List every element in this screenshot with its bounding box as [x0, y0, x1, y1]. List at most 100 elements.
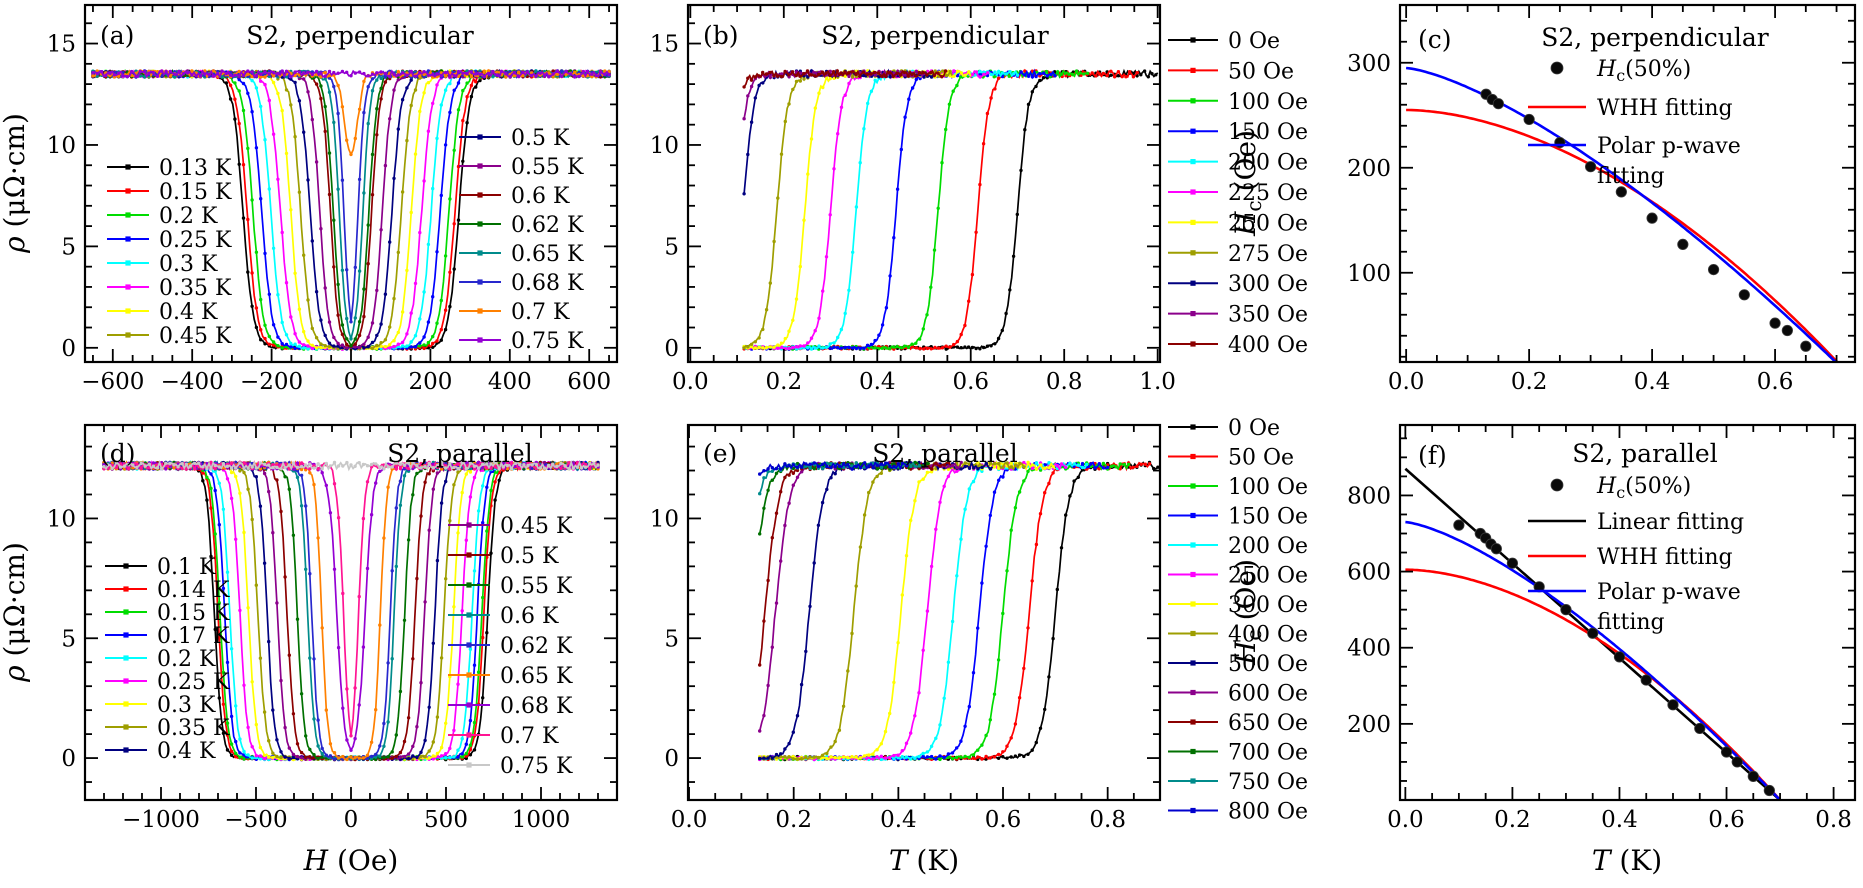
curve-markers: [758, 460, 1055, 761]
y-tick-label: 400: [1347, 636, 1391, 662]
curve-markers: [742, 69, 948, 89]
legend-marker: [466, 612, 472, 618]
curve: [759, 460, 994, 760]
legend-marker: [1190, 512, 1196, 519]
legend-label: 0.55 K: [511, 155, 584, 180]
curve-markers: [742, 69, 1139, 351]
legend-label: 250 Oe: [1228, 564, 1308, 589]
data-point: [1453, 519, 1465, 531]
legend-label: 0.55 K: [500, 574, 573, 599]
legend-label-line2: fitting: [1597, 164, 1665, 189]
legend-label: 0.1 K: [157, 555, 216, 580]
legend-label: 225 Oe: [1228, 181, 1308, 206]
data-point: [1800, 340, 1812, 352]
y-tick-label: 15: [650, 32, 679, 58]
legend-marker: [1190, 219, 1196, 225]
legend-label: 0.3 K: [159, 252, 218, 277]
legend-marker: [466, 642, 472, 648]
curve: [758, 461, 952, 666]
x-tick-label: 0.0: [1387, 807, 1424, 833]
x-tick-label: 0.2: [1511, 369, 1548, 395]
legend-label: 50 Oe: [1228, 446, 1294, 471]
legend-marker: [1190, 67, 1196, 73]
curve-markers: [758, 460, 1068, 762]
data-point: [1731, 756, 1743, 768]
x-tick-label: 400: [488, 369, 532, 395]
x-tick-label: 0: [344, 369, 359, 395]
ticks: [85, 5, 617, 362]
y-axis-title: ρ (μΩ·cm): [0, 542, 31, 683]
legend-marker: [477, 279, 483, 285]
curve-markers: [758, 460, 1160, 762]
legend-label: 0.65 K: [511, 242, 584, 267]
x-tick-label: −1000: [122, 807, 200, 833]
legend-label: 0.75 K: [500, 754, 573, 779]
legend-marker: [125, 332, 131, 338]
legend-label: Hc(50%): [1596, 57, 1691, 85]
curve-markers: [742, 69, 1020, 351]
legend-marker: [123, 586, 129, 592]
legend-marker: [1190, 601, 1196, 607]
legend-label: 0.35 K: [159, 276, 232, 301]
panel-d-plot: [102, 459, 600, 762]
data-point: [1763, 784, 1775, 797]
legend-label: 0.7 K: [511, 300, 570, 325]
legend-marker: [1190, 280, 1196, 286]
legend-label: 0 Oe: [1228, 416, 1280, 441]
panel-e-plot: [758, 460, 1160, 762]
data-point: [1506, 557, 1519, 569]
legend-label: 0.6 K: [500, 604, 559, 629]
panel-title: S2, perpendicular: [246, 21, 474, 50]
y-tick-label: 0: [61, 336, 76, 362]
legend-marker: [1190, 250, 1196, 256]
legend-label: 400 Oe: [1228, 333, 1308, 358]
legend-marker: [123, 701, 129, 707]
data-point: [1640, 674, 1652, 686]
panel-d: −1000 −500 0 500 1000 0 5 10 (d) S2, parallel ρ (μ…: [0, 423, 619, 877]
legend-marker: [477, 250, 483, 256]
data-point: [1707, 263, 1720, 276]
legend-label: 200 Oe: [1228, 534, 1308, 559]
fit-legend: Hc(50%) WHH fitting Polar p-wave fitting: [1528, 57, 1741, 189]
y-axis-title: Hc (Oe): [1229, 559, 1266, 666]
panel-title: S2, perpendicular: [821, 21, 1049, 50]
y-tick-label: 15: [47, 32, 76, 58]
curve: [759, 460, 1056, 761]
legend-label: Hc(50%): [1596, 474, 1691, 502]
panel-title: S2, parallel: [387, 439, 532, 468]
legend-label: Polar p-wave: [1597, 134, 1741, 159]
x-tick-label: 200: [408, 369, 452, 395]
y-tick-label: 600: [1347, 560, 1391, 586]
x-tick-label: 0.4: [880, 807, 917, 833]
data-point: [1613, 651, 1626, 663]
legend-label: 0.14 K: [157, 578, 230, 603]
fit-curve: [1405, 520, 1782, 800]
legend-label: 0.2 K: [157, 647, 216, 672]
data-point: [1769, 317, 1781, 329]
legend-label: 300 Oe: [1228, 593, 1308, 618]
curve: [759, 460, 1151, 761]
data-point: [1560, 604, 1572, 616]
legend-marker: [1190, 630, 1196, 637]
ticks: [688, 425, 1161, 800]
legend-label: 650 Oe: [1228, 711, 1308, 736]
curve-markers: [758, 461, 1131, 762]
curve-markers: [758, 460, 963, 733]
legend-marker: [1190, 128, 1196, 134]
data-point: [1747, 770, 1759, 782]
panel-f: 0.0 0.2 0.4 0.6 0.8 200 400 600 800 (f) S2, parall…: [1229, 423, 1857, 877]
legend-marker: [1190, 453, 1196, 460]
data-point: [1585, 161, 1597, 173]
legend-label: WHH fitting: [1597, 545, 1733, 570]
y-tick-label: 0: [61, 746, 76, 772]
x-tick-label: 0.6: [952, 369, 989, 395]
data-point: [1781, 324, 1793, 337]
fit-curve: [1405, 66, 1838, 362]
y-tick-label: 0: [664, 746, 679, 772]
legend-marker: [1190, 807, 1196, 814]
legend-label: 0.45 K: [500, 514, 573, 539]
y-tick-label: 10: [47, 506, 76, 532]
legend-marker: [1190, 37, 1196, 43]
